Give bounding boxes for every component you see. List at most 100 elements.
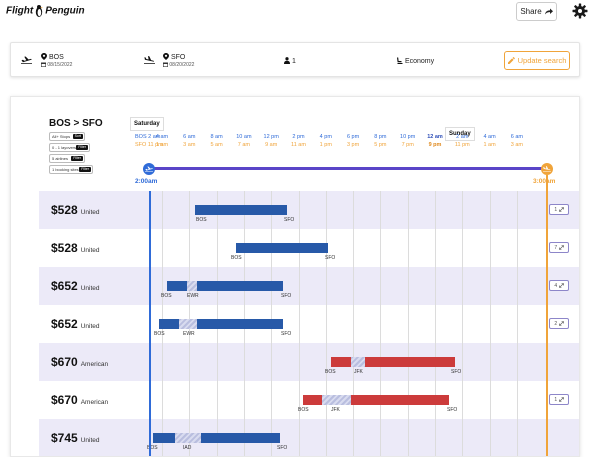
flight-segment[interactable]: [331, 357, 351, 367]
tz-label-sfo: SFO 11 pm: [135, 142, 163, 148]
airport-code: IAD: [183, 445, 192, 451]
grid-line: [407, 305, 409, 343]
time-range-slider[interactable]: [149, 167, 547, 170]
gear-icon[interactable]: [572, 3, 588, 19]
flight-segment[interactable]: [201, 433, 280, 443]
flight-row[interactable]: $745 United BOS IAD SFO: [39, 419, 579, 456]
grid-line: [380, 419, 382, 456]
tick-label-bos: 6 pm: [346, 134, 360, 140]
sort-button[interactable]: Sort: [72, 134, 83, 139]
grid-line: [435, 419, 436, 456]
grid-line: [216, 381, 218, 419]
landing-icon: [144, 56, 155, 64]
booking-options-button[interactable]: 2: [549, 318, 569, 329]
range-start-handle[interactable]: [143, 163, 155, 175]
booking-options-button[interactable]: 1: [549, 204, 569, 215]
tick-label-sfo: 5 am: [210, 142, 223, 148]
flight-row[interactable]: $670 American BOS JFK SFO 1: [39, 381, 579, 419]
airport-code: SFO: [325, 255, 336, 261]
grid-line: [353, 191, 355, 229]
flight-segment[interactable]: [167, 281, 187, 291]
grid-line: [462, 229, 464, 267]
flight-segment[interactable]: [153, 433, 175, 443]
grid-line: [489, 229, 491, 267]
airport-code: BOS: [298, 407, 309, 413]
layover-segment[interactable]: [187, 281, 197, 291]
passenger-count: 1: [291, 58, 296, 65]
share-button[interactable]: Share: [516, 2, 557, 21]
booking-sites-filter-button[interactable]: Filter: [79, 167, 91, 172]
layover-segment[interactable]: [175, 433, 201, 443]
layover-segment[interactable]: [322, 395, 351, 405]
grid-line: [325, 419, 327, 456]
stops-filter[interactable]: All+ Stops Sort: [49, 132, 85, 141]
layovers-filter[interactable]: 0 - 1 layovers Filter: [49, 143, 90, 152]
airport-code: SFO: [281, 293, 292, 299]
seat-icon: [397, 57, 403, 64]
flight-segment[interactable]: [197, 281, 283, 291]
grid-line: [516, 267, 518, 305]
airline-name: American: [80, 361, 109, 368]
price-value: $652: [51, 317, 78, 331]
flight-segment[interactable]: [159, 319, 179, 329]
airport-code: BOS: [161, 293, 172, 299]
flight-price: $528 United: [51, 241, 100, 255]
booking-options-button[interactable]: 4: [549, 280, 569, 291]
passengers-field[interactable]: 1: [284, 57, 296, 65]
grid-line: [407, 191, 409, 229]
airline-name: United: [80, 323, 100, 330]
range-end-handle[interactable]: [541, 163, 553, 175]
booking-sites-filter[interactable]: 1 booking sites Filter: [49, 165, 93, 174]
flight-row[interactable]: $670 American BOS JFK SFO: [39, 343, 579, 381]
grid-line: [189, 381, 191, 419]
flight-price: $670 American: [51, 355, 108, 369]
airlines-filter-button[interactable]: Filter: [71, 156, 83, 161]
grid-line: [271, 343, 273, 381]
app-logo[interactable]: Flight Penguin: [6, 4, 85, 18]
end-time-line: [546, 175, 548, 456]
flight-price: $745 United: [51, 431, 100, 445]
flight-segment[interactable]: [351, 395, 449, 405]
route-title: BOS > SFO: [49, 118, 103, 129]
flight-segment[interactable]: [365, 357, 455, 367]
update-search-label: Update search: [517, 56, 567, 65]
airlines-filter[interactable]: 5 airlines Filter: [49, 154, 85, 163]
airport-code: SFO: [447, 407, 458, 413]
booking-options-button[interactable]: 7: [549, 242, 569, 253]
grid-line: [325, 343, 327, 381]
flight-row[interactable]: $652 United BOS EWR SFO 2: [39, 305, 579, 343]
origin-field[interactable]: BOS 08/15/2022: [41, 53, 72, 68]
grid-line: [298, 343, 300, 381]
flight-row[interactable]: $528 United BOS SFO 1: [39, 191, 579, 229]
takeoff-icon: [145, 166, 153, 172]
flight-segment[interactable]: [303, 395, 322, 405]
grid-line: [325, 191, 327, 229]
airline-name: United: [80, 437, 100, 444]
grid-line: [298, 381, 300, 419]
cabin-class: Economy: [404, 58, 435, 65]
tick-label-bos: 6 am: [510, 134, 523, 140]
tick-label-bos: 4 am: [483, 134, 496, 140]
update-search-button[interactable]: Update search: [504, 51, 570, 70]
layovers-filter-button[interactable]: Filter: [76, 145, 88, 150]
airport-code: BOS: [147, 445, 158, 451]
flight-segment[interactable]: [195, 205, 287, 215]
cabin-class-field[interactable]: Economy: [396, 57, 434, 65]
tick-label-sfo: 1 pm: [319, 142, 332, 148]
grid-line: [243, 343, 245, 381]
grid-line: [462, 419, 464, 456]
grid-line: [435, 305, 436, 343]
flight-row[interactable]: $652 United BOS EWR SFO 4: [39, 267, 579, 305]
layover-segment[interactable]: [351, 357, 365, 367]
flight-row[interactable]: $528 United BOS SFO 7: [39, 229, 579, 267]
grid-line: [380, 267, 382, 305]
layover-segment[interactable]: [179, 319, 197, 329]
expand-icon: [558, 283, 564, 288]
booking-options-button[interactable]: 1: [549, 394, 569, 405]
flight-segment[interactable]: [197, 319, 283, 329]
airline-name: United: [80, 209, 100, 216]
destination-field[interactable]: SFO 08/20/2022: [163, 53, 194, 68]
airport-code: EWR: [187, 293, 199, 299]
booking-options-count: 1: [554, 396, 558, 403]
flight-segment[interactable]: [236, 243, 328, 253]
